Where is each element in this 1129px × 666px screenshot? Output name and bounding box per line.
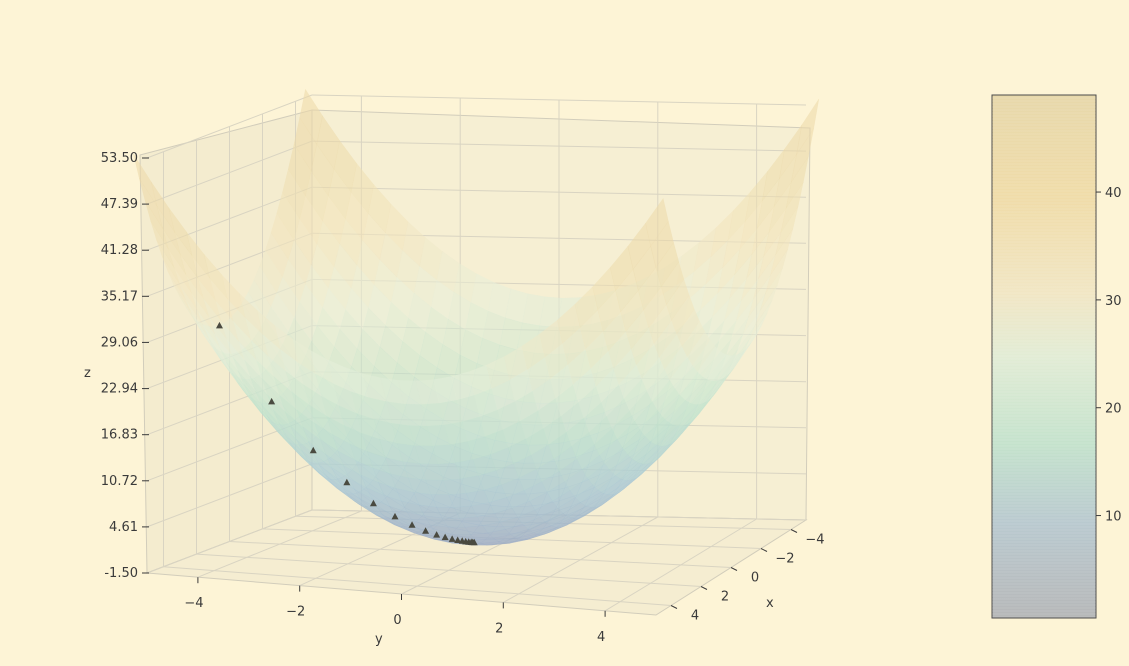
paraboloid-surface — [133, 88, 820, 546]
z-axis-label: z — [84, 366, 91, 381]
z-axis-ticks: 53.50 47.39 41.28 35.17 29.06 22.94 16.83 10.72… — [101, 151, 149, 581]
y-tick-label: 0 — [393, 613, 401, 628]
descent-point-marker — [454, 536, 462, 544]
colorbar-ticks: 10 20 30 40 — [1096, 186, 1122, 525]
x-tick-mark — [730, 567, 738, 571]
z-tick-label: 47.39 — [101, 197, 138, 212]
descent-point-marker — [391, 512, 399, 520]
x-tick-mark — [670, 605, 678, 609]
colorbar-tick-label: 20 — [1105, 402, 1122, 417]
y-tick-label: 4 — [597, 630, 605, 645]
z-tick-label: 4.61 — [109, 520, 138, 535]
descent-point-marker — [369, 499, 377, 507]
x-tick-mark — [760, 548, 768, 552]
colorbar-tick-label: 10 — [1105, 510, 1122, 525]
surface-patch — [645, 197, 669, 247]
y-axis-label: y — [375, 632, 383, 647]
z-tick-label: 41.28 — [101, 243, 138, 258]
x-tick-mark — [790, 529, 798, 533]
descent-point-marker — [268, 397, 276, 405]
z-tick-label: 35.17 — [101, 289, 138, 304]
colorbar-gradient — [991, 94, 1097, 619]
descent-path-markers — [215, 321, 478, 546]
x-tick-mark — [700, 586, 708, 590]
colorbar-tick-label: 40 — [1105, 186, 1122, 201]
descent-point-marker — [215, 321, 223, 329]
x-axis-ticks: −4 −2 0 2 4 — [670, 529, 825, 624]
descent-point-marker — [422, 527, 430, 534]
grid-line — [229, 541, 732, 568]
x-tick-label: 0 — [751, 571, 759, 586]
z-tick-label: 29.06 — [101, 335, 138, 350]
y-tick-label: −4 — [184, 596, 203, 611]
z-tick-label: 16.83 — [101, 428, 138, 443]
descent-point-marker — [309, 446, 317, 454]
x-tick-label: −2 — [775, 552, 794, 567]
x-tick-label: 4 — [691, 609, 699, 624]
z-tick-label: 10.72 — [101, 474, 138, 489]
x-axis-label: x — [766, 596, 774, 611]
grid-line — [163, 566, 672, 606]
z-tick-label: 22.94 — [101, 382, 138, 397]
descent-point-marker — [470, 538, 478, 546]
x-tick-label: −4 — [805, 533, 824, 548]
z-tick-label: 53.50 — [101, 151, 138, 166]
y-tick-label: −2 — [286, 605, 305, 620]
colorbar-tick-label: 30 — [1105, 294, 1122, 309]
descent-point-marker — [343, 478, 351, 486]
x-tick-label: 2 — [721, 590, 729, 605]
y-tick-label: 2 — [495, 621, 503, 636]
z-tick-label: -1.50 — [104, 566, 138, 581]
descent-point-marker — [408, 521, 416, 528]
descent-point-marker — [433, 531, 441, 538]
grid-line — [196, 553, 702, 587]
colorbar-stripes — [992, 97, 1096, 618]
descent-point-marker — [448, 535, 456, 542]
y-axis-ticks: −4 −2 0 2 4 — [184, 577, 606, 645]
colorbar: 10 20 30 40 — [991, 94, 1122, 619]
descent-point-marker — [441, 533, 449, 541]
